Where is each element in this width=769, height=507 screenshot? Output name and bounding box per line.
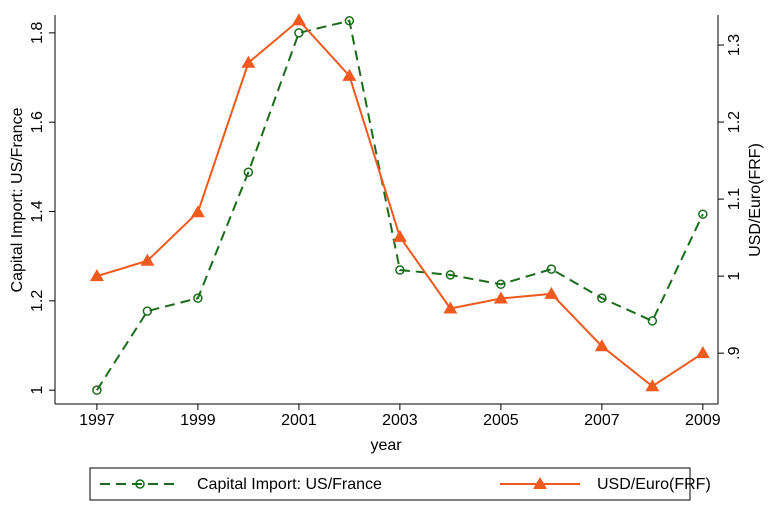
series-line — [96, 19, 704, 388]
y2-axis-label: USD/Euro(FRF) — [747, 143, 764, 257]
marker — [395, 265, 405, 275]
x-axis-label: year — [370, 437, 402, 454]
marker — [142, 306, 153, 316]
marker — [89, 269, 104, 282]
marker — [443, 301, 458, 314]
marker — [546, 264, 557, 274]
legend-label: USD/Euro(FRF) — [597, 476, 711, 493]
marker — [645, 379, 660, 392]
marker — [294, 28, 304, 38]
marker — [193, 293, 203, 303]
marker — [342, 68, 357, 81]
marker — [392, 229, 407, 242]
y-tick-label: 1 — [29, 386, 46, 395]
marker — [544, 286, 559, 299]
x-tick-label: 2007 — [584, 412, 620, 429]
marker — [594, 339, 609, 352]
marker — [135, 479, 145, 489]
y2-tick-label: .9 — [726, 346, 743, 359]
marker — [647, 316, 658, 326]
x-tick-label: 2001 — [281, 412, 317, 429]
marker — [533, 477, 547, 489]
y2-tick-label: 1.1 — [726, 188, 743, 210]
y2-tick-label: 1.3 — [726, 34, 743, 56]
marker — [698, 209, 708, 219]
series-line — [96, 19, 704, 391]
legend-box — [89, 467, 691, 501]
y2-tick-label: 1 — [726, 272, 743, 281]
marker — [92, 385, 102, 395]
marker — [241, 55, 256, 68]
y-tick-label: 1.2 — [29, 290, 46, 312]
x-tick-label: 2009 — [685, 412, 721, 429]
x-tick-label: 2005 — [483, 412, 519, 429]
marker — [493, 291, 508, 304]
marker — [140, 253, 155, 266]
marker — [695, 346, 710, 359]
x-tick-label: 1999 — [180, 412, 216, 429]
y-axis-label: Capital Import: US/France — [9, 107, 26, 292]
x-tick-label: 2003 — [382, 412, 418, 429]
marker — [597, 293, 607, 303]
legend-label: Capital Import: US/France — [197, 476, 382, 493]
y-tick-label: 1.4 — [29, 200, 46, 222]
x-tick-label: 1997 — [79, 412, 115, 429]
marker — [496, 279, 506, 290]
marker — [291, 13, 306, 26]
marker — [243, 167, 254, 177]
marker — [445, 270, 456, 280]
marker — [344, 16, 355, 26]
marker — [190, 205, 205, 218]
y2-tick-label: 1.2 — [726, 111, 743, 133]
y-tick-label: 1.8 — [29, 22, 46, 44]
y-tick-label: 1.6 — [29, 111, 46, 133]
